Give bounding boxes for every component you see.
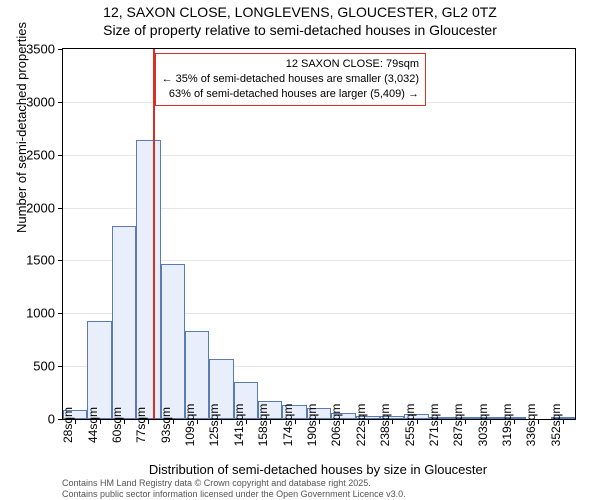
x-tick — [441, 419, 442, 424]
x-tick-label: 303sqm — [476, 404, 490, 447]
y-tick-label: 1500 — [26, 253, 55, 268]
y-tick-label: 3500 — [26, 42, 55, 57]
x-tick — [221, 419, 222, 424]
x-tick-label: 238sqm — [378, 404, 392, 447]
x-tick — [197, 419, 198, 424]
y-tick-label: 1000 — [26, 306, 55, 321]
x-tick-label: 255sqm — [403, 404, 417, 447]
x-tick-label: 93sqm — [159, 407, 173, 443]
y-tick — [58, 260, 63, 261]
x-tick — [270, 419, 271, 424]
x-tick-label: 222sqm — [354, 404, 368, 447]
x-tick-label: 125sqm — [207, 404, 221, 447]
marker-annotation: 12 SAXON CLOSE: 79sqm← 35% of semi-detac… — [155, 53, 426, 106]
x-tick-label: 352sqm — [549, 404, 563, 447]
x-tick — [514, 419, 515, 424]
x-tick — [319, 419, 320, 424]
chart-frame: 12, SAXON CLOSE, LONGLEVENS, GLOUCESTER,… — [0, 0, 600, 500]
histogram: 050010001500200025003000350028sqm44sqm60… — [63, 49, 575, 419]
x-tick — [392, 419, 393, 424]
y-tick — [58, 49, 63, 50]
histogram-bar — [136, 140, 160, 419]
x-tick-label: 271sqm — [427, 404, 441, 447]
x-tick-label: 141sqm — [232, 404, 246, 447]
x-tick — [124, 419, 125, 424]
histogram-bar — [161, 264, 185, 419]
x-tick-label: 109sqm — [183, 404, 197, 447]
footer-line2: Contains public sector information licen… — [62, 489, 406, 500]
histogram-bar — [112, 226, 136, 419]
x-tick — [538, 419, 539, 424]
footer-line1: Contains HM Land Registry data © Crown c… — [62, 478, 406, 489]
x-tick-label: 336sqm — [524, 404, 538, 447]
annotation-line: ← 35% of semi-detached houses are smalle… — [162, 72, 419, 87]
x-tick-label: 44sqm — [86, 407, 100, 443]
y-tick — [58, 102, 63, 103]
x-tick-label: 77sqm — [134, 407, 148, 443]
y-tick-label: 500 — [33, 359, 55, 374]
annotation-line: 63% of semi-detached houses are larger (… — [162, 87, 419, 102]
x-tick-label: 174sqm — [281, 404, 295, 447]
x-tick — [75, 419, 76, 424]
x-tick — [148, 419, 149, 424]
chart-title: 12, SAXON CLOSE, LONGLEVENS, GLOUCESTER,… — [0, 4, 600, 39]
x-tick-label: 190sqm — [305, 404, 319, 447]
y-tick — [58, 155, 63, 156]
histogram-bar — [87, 321, 111, 419]
x-tick-label: 319sqm — [500, 404, 514, 447]
y-tick-label: 0 — [48, 412, 55, 427]
title-line2: Size of property relative to semi-detach… — [0, 22, 600, 40]
y-tick-label: 2000 — [26, 200, 55, 215]
x-tick-label: 206sqm — [329, 404, 343, 447]
y-tick — [58, 208, 63, 209]
y-tick — [58, 366, 63, 367]
x-tick-label: 60sqm — [110, 407, 124, 443]
title-line1: 12, SAXON CLOSE, LONGLEVENS, GLOUCESTER,… — [0, 4, 600, 22]
chart-plot-area: 050010001500200025003000350028sqm44sqm60… — [62, 48, 576, 420]
x-axis-title: Distribution of semi-detached houses by … — [62, 462, 574, 477]
y-tick-label: 3000 — [26, 94, 55, 109]
y-tick-label: 2500 — [26, 147, 55, 162]
x-tick — [343, 419, 344, 424]
y-tick — [58, 313, 63, 314]
x-tick — [465, 419, 466, 424]
x-tick-label: 158sqm — [256, 404, 270, 447]
x-tick-label: 28sqm — [61, 407, 75, 443]
x-tick-label: 287sqm — [451, 404, 465, 447]
attribution-footer: Contains HM Land Registry data © Crown c… — [62, 478, 406, 500]
annotation-line: 12 SAXON CLOSE: 79sqm — [162, 57, 419, 72]
